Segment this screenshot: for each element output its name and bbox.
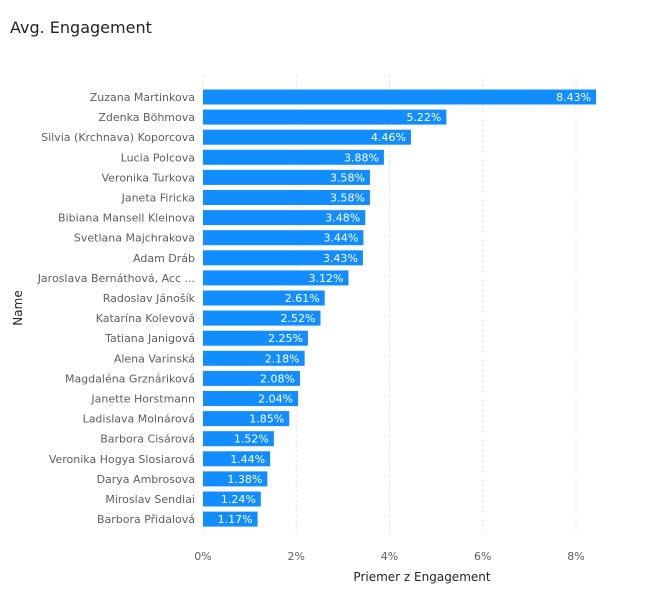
bar[interactable] — [203, 431, 274, 447]
bar[interactable] — [203, 391, 299, 406]
category-label: Veronika Turkova — [102, 171, 195, 184]
x-tick-label: 6% — [474, 550, 491, 563]
bar[interactable] — [203, 250, 363, 266]
category-label: Adam Dráb — [133, 252, 195, 265]
data-label: 3.43% — [323, 252, 358, 265]
bar[interactable] — [203, 210, 366, 226]
bar[interactable] — [203, 290, 325, 306]
data-label: 2.08% — [260, 372, 295, 385]
category-label: Ladislava Molnárová — [83, 413, 195, 426]
y-axis-title: Name — [11, 290, 25, 325]
bar[interactable] — [203, 190, 370, 205]
category-label: Zdenka Böhmova — [98, 111, 195, 124]
bar[interactable] — [203, 169, 370, 185]
category-label: Katarína Kolevová — [96, 312, 195, 325]
category-label: Miroslav Sendlai — [105, 493, 195, 506]
category-label: Silvia (Krchnava) Koporcova — [41, 131, 195, 144]
category-label: Barbora Cisárová — [100, 433, 195, 446]
bar[interactable] — [203, 270, 349, 286]
bar[interactable] — [203, 370, 300, 386]
bar[interactable] — [203, 230, 364, 246]
category-label: Lucia Polcova — [121, 151, 195, 164]
data-label: 3.58% — [330, 192, 365, 205]
x-tick-label: 2% — [288, 550, 305, 563]
data-label: 4.46% — [371, 131, 406, 144]
category-label: Barbora Přidalová — [97, 513, 195, 526]
category-label: Jaroslava Bernáthová, Acc ... — [37, 272, 195, 285]
bar[interactable] — [203, 109, 447, 125]
data-label: 1.52% — [234, 433, 269, 446]
data-label: 1.85% — [249, 413, 284, 426]
bar[interactable] — [203, 350, 305, 366]
bar[interactable] — [203, 491, 261, 507]
x-tick-label: 4% — [381, 550, 398, 563]
bar[interactable] — [203, 471, 268, 487]
category-label: Janette Horstmann — [90, 393, 195, 406]
data-label: 2.61% — [285, 292, 320, 305]
bar[interactable] — [203, 310, 321, 326]
bar[interactable] — [203, 149, 384, 165]
bar[interactable] — [203, 129, 411, 145]
data-label: 2.52% — [281, 312, 316, 325]
category-label: Radoslav Jánošík — [103, 292, 196, 305]
category-label: Svetlana Majchrakova — [74, 232, 195, 245]
category-labels: Zuzana Martinkova Zdenka Böhmova Silvia (K… — [37, 91, 196, 526]
data-label: 1.24% — [221, 493, 256, 506]
data-label: 3.88% — [344, 151, 379, 164]
data-label: 2.04% — [258, 393, 293, 406]
data-label: 2.18% — [265, 352, 300, 365]
category-label: Darya Ambrosova — [97, 473, 195, 486]
bars: 8.43% 5.22%4.46% 3.88% 3.58% 3.58% 3.48% 3.44%… — [203, 89, 597, 527]
bar[interactable] — [203, 511, 258, 527]
data-label: 5.22% — [406, 111, 441, 124]
x-axis-ticks: 0% 2% 4% 6% 8% — [194, 550, 584, 563]
category-label: Bibiana Mansell Kleinova — [58, 212, 195, 225]
bar[interactable] — [203, 89, 597, 105]
data-label: 3.44% — [323, 232, 358, 245]
category-label: Magdaléna Grznáriková — [65, 372, 195, 385]
category-label: Tatiana Janigová — [104, 332, 195, 345]
data-label: 1.44% — [230, 453, 265, 466]
data-label: 3.58% — [330, 171, 365, 184]
x-axis-title: Priemer z Engagement — [353, 570, 490, 584]
x-tick-label: 0% — [194, 550, 211, 563]
bar[interactable] — [203, 411, 290, 427]
data-label: 3.48% — [325, 212, 360, 225]
data-label: 2.25% — [268, 332, 303, 345]
bar[interactable] — [203, 330, 308, 346]
bar[interactable] — [203, 451, 271, 467]
data-label: 1.17% — [218, 513, 253, 526]
data-label: 3.12% — [309, 272, 344, 285]
category-label: Veronika Hogya Slosiarová — [49, 453, 195, 466]
data-label: 1.38% — [227, 473, 262, 486]
category-label: Alena Varinská — [114, 352, 195, 365]
category-label: Zuzana Martinkova — [90, 91, 195, 104]
x-tick-label: 8% — [567, 550, 584, 563]
category-label: Janeta Firicka — [121, 192, 195, 205]
data-label: 8.43% — [556, 91, 591, 104]
chart-title: Avg. Engagement — [10, 18, 152, 37]
